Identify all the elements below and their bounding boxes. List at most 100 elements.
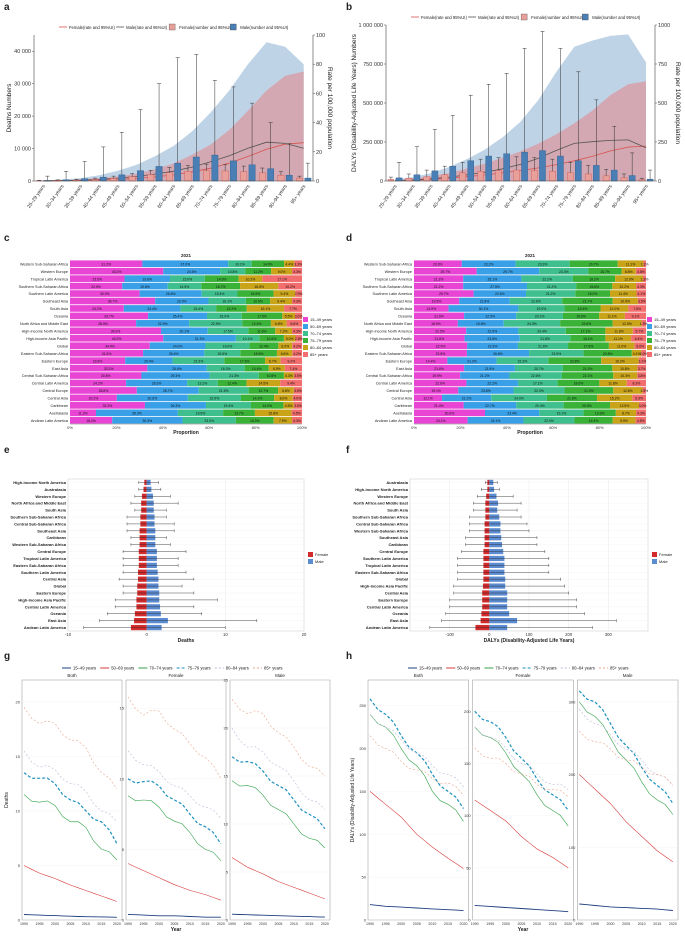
x-tick-label: 10 [223, 632, 228, 637]
x-tick-label: 2000 [502, 922, 510, 926]
x-axis-title: Deaths [178, 638, 195, 644]
stack-segment [605, 327, 633, 335]
male-bar [304, 177, 312, 182]
legend-label: Female [315, 552, 329, 557]
segment-label: 10.8% [267, 374, 277, 378]
stack-segment [414, 290, 474, 297]
stack-segment [570, 334, 606, 342]
region-label: Central Asia [385, 591, 409, 596]
stack-segment [414, 297, 460, 305]
legend-key [647, 338, 652, 343]
female-bar [296, 177, 303, 182]
stack-segment [70, 267, 164, 275]
segment-label: 27.5% [490, 285, 500, 289]
stack-segment [177, 409, 224, 417]
stack-segment [70, 416, 113, 424]
legend-label: Male(number and 95%UI) [240, 25, 289, 30]
stack-segment [515, 260, 570, 268]
stack-segment [223, 409, 255, 417]
segment-label: 6.8% [625, 270, 633, 274]
male-bar [575, 160, 582, 182]
segment-label: 21.2% [480, 374, 490, 378]
legend-label: 75–79 years [310, 338, 332, 343]
stack-segment [626, 379, 646, 387]
legend-key [647, 345, 652, 350]
segment-label: 26.3% [171, 404, 181, 408]
segment-label: 14.4% [426, 359, 436, 363]
x-tick-label: 2015 [97, 922, 105, 926]
x-tick-label: 40% [159, 425, 167, 430]
segment-label: 17.5% [223, 330, 233, 334]
segment-label: 22.8% [570, 359, 580, 363]
female-bar [240, 171, 248, 182]
segment-label: 11.8% [614, 330, 623, 334]
segment-label: 9.2% [287, 359, 295, 363]
segment-label: 28.8% [99, 389, 109, 393]
segment-label: 10.3% [620, 374, 630, 378]
female-bar [602, 175, 610, 182]
segment-label: 20.0% [582, 404, 592, 408]
segment-label: 25.7% [439, 292, 449, 296]
male-bar [81, 178, 89, 182]
x-tick-label: 1995 [139, 922, 147, 926]
stack-segment [564, 305, 601, 312]
x-tick-label: 100 [526, 632, 534, 637]
stack-segment [295, 334, 302, 342]
stack-segment [206, 364, 245, 372]
region-label: Central Europe [386, 389, 412, 393]
stack-segment [283, 402, 294, 409]
segment-label: 19.5% [196, 412, 206, 416]
segment-label: 40.2% [112, 270, 122, 274]
legend-key [647, 352, 652, 357]
legend-label: 80–84 years [310, 345, 332, 350]
x-tick-label: 2015 [549, 922, 557, 926]
segment-label: 21.4% [434, 404, 444, 408]
segment-label: 15.7% [600, 270, 610, 274]
segment-label: 30.1% [479, 307, 489, 311]
series-line [369, 698, 464, 809]
region-label: Southern Sub-Saharan Africa [19, 285, 69, 289]
panel-label-f: f [346, 445, 350, 456]
segment-label: 21.2% [462, 397, 472, 401]
stack-segment [484, 409, 540, 417]
stack-segment [180, 305, 217, 312]
segment-label: 37.0% [180, 262, 190, 266]
region-label: High-income Asia Pacific [370, 337, 412, 341]
segment-label: 19.9% [432, 374, 442, 378]
segment-label: 21.8% [434, 337, 444, 341]
series-line [23, 794, 118, 861]
stack-segment [458, 387, 514, 394]
male-bar [503, 153, 510, 182]
region-label: Australasia [393, 412, 413, 416]
female-bar [549, 171, 556, 182]
segment-label: 11.1% [607, 315, 616, 319]
stack-segment [608, 342, 635, 350]
stack-segment [70, 297, 156, 305]
legend-label: 50–69 years [654, 324, 676, 329]
segment-label: 22.3% [194, 359, 204, 363]
region-label: Oceania [50, 611, 66, 616]
series-line [23, 772, 118, 844]
stack-segment [291, 409, 302, 417]
series-line [369, 904, 464, 912]
x-tick-label: 2020 [321, 922, 329, 926]
stack-segment [561, 372, 614, 379]
series-line [231, 780, 326, 849]
segment-label: 26.8% [166, 292, 176, 296]
segment-label: 19.4% [224, 404, 234, 408]
segment-label: 12.1% [423, 397, 433, 401]
stack-segment [634, 342, 646, 350]
segment-label: 16.7% [216, 285, 226, 289]
male-bar [413, 174, 421, 182]
panel-label-a: a [4, 2, 10, 13]
y-tick-label: 10 [224, 822, 229, 827]
legend-label: Male(rate and 95%UI) [126, 25, 168, 30]
segment-label: 20.7% [534, 367, 544, 371]
region-label: Global [57, 344, 68, 348]
region-label: Caribbean [394, 404, 412, 408]
x-tick-label: 0 [145, 632, 148, 637]
segment-label: 15.0% [220, 315, 230, 319]
legend-label: 50–69 years [457, 666, 480, 671]
segment-label: 20.6% [433, 262, 443, 266]
